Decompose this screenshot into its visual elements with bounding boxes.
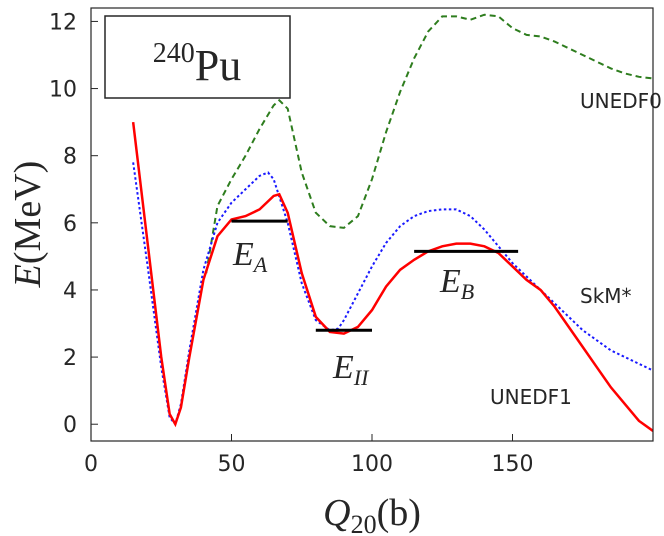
series-label: UNEDF0 <box>580 89 662 113</box>
y-tick-label: 0 <box>63 413 77 438</box>
y-tick-label: 6 <box>63 212 77 237</box>
level-label: EA <box>232 236 268 277</box>
x-unit: (b) <box>377 492 421 534</box>
element: Pu <box>195 41 241 90</box>
x-tick-label: 50 <box>218 452 246 477</box>
level-symbol: E <box>439 263 461 300</box>
x-subscript: 20 <box>351 510 377 536</box>
x-tick-label: 100 <box>351 452 393 477</box>
y-tick-label: 10 <box>49 78 77 103</box>
level-label: EII <box>332 349 370 390</box>
y-tick-label: 8 <box>63 145 77 170</box>
y-tick-label: 12 <box>49 10 77 35</box>
x-label: Q20(b) <box>323 492 421 536</box>
inset-label: 240Pu <box>153 38 241 90</box>
level-subscript: II <box>353 365 370 390</box>
series-label: SkM* <box>580 284 632 308</box>
y-symbol: E <box>7 264 49 288</box>
level-symbol: E <box>332 349 354 386</box>
series-line <box>132 162 653 427</box>
level-subscript: A <box>252 252 268 277</box>
level-label: EB <box>439 263 474 304</box>
inset-box <box>104 15 291 99</box>
x-tick-label: 0 <box>84 452 98 477</box>
y-tick-label: 2 <box>63 346 77 371</box>
level-symbol: E <box>232 236 254 273</box>
y-unit: (MeV) <box>7 161 49 264</box>
series-line <box>205 13 653 274</box>
y-label: E(MeV) <box>7 161 49 289</box>
level-subscript: B <box>461 279 474 304</box>
x-tick-label: 150 <box>492 452 534 477</box>
y-tick-label: 4 <box>63 279 77 304</box>
x-symbol: Q <box>323 492 350 534</box>
series-line <box>131 121 653 432</box>
plot-frame <box>90 7 654 442</box>
superscript: 240 <box>153 38 195 69</box>
series-label: UNEDF1 <box>490 385 572 409</box>
